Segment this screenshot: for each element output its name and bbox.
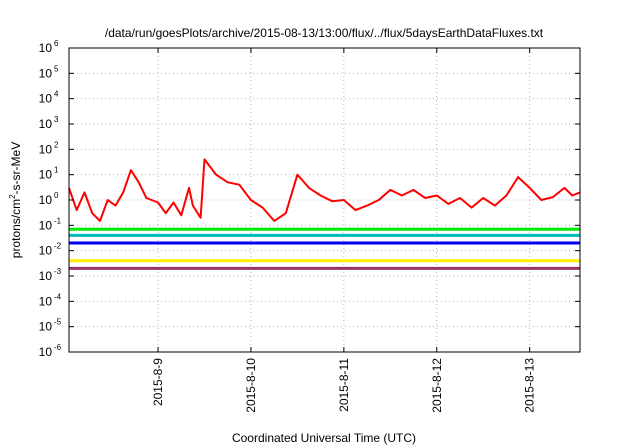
y-tick-label: 10 6 xyxy=(39,39,59,55)
y-tick-label: 10 2 xyxy=(39,140,59,156)
series-layer xyxy=(68,158,581,270)
chart-title: /data/run/goesPlots/archive/2015-08-13/1… xyxy=(105,26,544,40)
y-tick-label: 10 4 xyxy=(39,90,59,106)
y-tick-label: 10 3 xyxy=(39,115,59,131)
x-tick-label: 2015-8-9 xyxy=(151,358,165,406)
x-tick-label: 2015-8-13 xyxy=(523,358,537,413)
x-axis-title: Coordinated Universal Time (UTC) xyxy=(232,431,416,445)
grid xyxy=(69,48,580,352)
y-tick-label: 10 -5 xyxy=(39,318,62,334)
y-axis-title: protons/cm2-s-sr-MeV xyxy=(8,142,23,258)
x-tick-label: 2015-8-11 xyxy=(337,358,351,412)
x-tick-label: 2015-8-12 xyxy=(430,358,444,413)
y-tick-label: 10 -3 xyxy=(39,267,62,283)
x-axis: 2015-8-9 2015-8-10 2015-8-11 2015-8-12 2015-… xyxy=(151,48,537,413)
y-tick-label: 10 -2 xyxy=(39,242,62,258)
y-tick-label: 10 5 xyxy=(39,64,59,80)
series-line-1 xyxy=(68,158,581,222)
y-tick-label: 10 -4 xyxy=(39,292,62,308)
y-tick-label: 10 1 xyxy=(39,166,59,182)
y-tick-label: 10 -6 xyxy=(39,343,62,359)
y-tick-label: 10 0 xyxy=(39,191,59,207)
y-tick-label: 10 -1 xyxy=(39,216,62,232)
x-tick-label: 2015-8-10 xyxy=(244,358,258,413)
